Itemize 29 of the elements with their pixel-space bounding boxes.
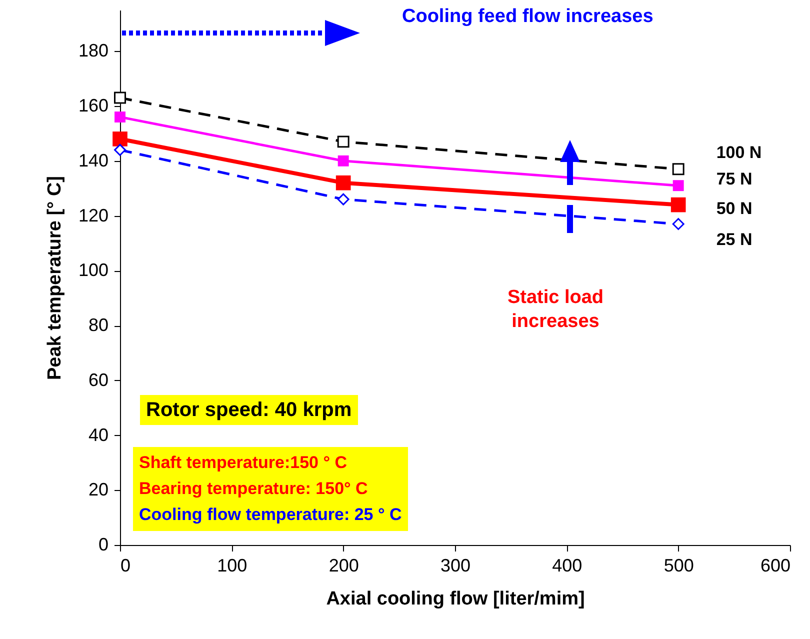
x-tick-label: 400 [552,556,582,576]
y-tick-label: 180 [78,40,108,61]
y-tick-label: 80 [88,315,108,336]
y-tick-label: 160 [78,96,108,116]
y-tick-label: 40 [88,424,108,445]
y-tick-label: 20 [88,480,108,500]
y-axis-title: Peak temperature [° C] [44,176,66,380]
x-tick-label: 0 [120,556,131,576]
annotation: Cooling flow temperature: 25 ° C [139,504,402,526]
y-tick-label: 100 [78,260,108,280]
x-tick-label: 300 [440,556,471,576]
annotation: Rotor speed: 40 krpm [140,395,358,425]
x-tick-label: 500 [664,556,694,576]
y-tick-label: 60 [88,370,108,390]
x-tick-label: 100 [217,556,248,576]
x-axis-title: Axial cooling flow [liter/mim] [326,588,585,610]
series-label: 50 N [716,198,752,218]
y-tick-label: 0 [98,534,108,554]
annotation: Static load increases [506,286,605,334]
x-tick-label: 600 [760,556,790,576]
series-label: 75 N [716,170,752,189]
y-tick-label: 140 [78,150,108,170]
annotation: Shaft temperature:150 ° C [139,452,348,474]
annotation: Bearing temperature: 150° C [139,478,369,500]
series-label: 25 N [716,230,752,249]
x-tick-label: 200 [328,556,359,576]
annotation: Cooling feed flow increases [402,5,654,29]
y-tick-label: 120 [78,205,108,226]
series-label: 100 N [716,143,762,162]
